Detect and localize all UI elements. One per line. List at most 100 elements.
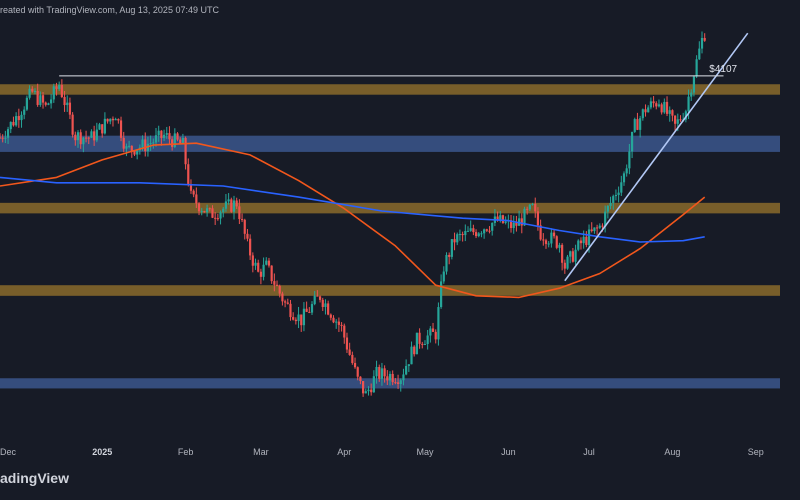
candle bbox=[20, 111, 23, 128]
candle bbox=[421, 341, 424, 349]
candle bbox=[1, 134, 4, 143]
candle bbox=[453, 232, 456, 251]
candle bbox=[367, 386, 370, 396]
x-tick-label: May bbox=[416, 447, 434, 457]
candle bbox=[351, 351, 354, 365]
candle bbox=[74, 131, 77, 146]
candle bbox=[310, 301, 314, 315]
candle bbox=[348, 342, 351, 356]
candle bbox=[660, 102, 663, 115]
x-tick-label: Aug bbox=[664, 447, 680, 457]
candle bbox=[657, 99, 661, 108]
candle bbox=[547, 241, 550, 248]
candle bbox=[187, 158, 190, 187]
candle bbox=[9, 121, 12, 134]
candle bbox=[668, 106, 671, 122]
candle bbox=[267, 257, 271, 268]
candle bbox=[335, 319, 338, 329]
candle bbox=[426, 329, 429, 350]
candle bbox=[423, 340, 427, 346]
candle bbox=[15, 112, 18, 127]
candle bbox=[604, 205, 607, 233]
candle bbox=[461, 231, 464, 242]
candle bbox=[6, 126, 10, 144]
candle bbox=[617, 186, 620, 203]
candle bbox=[375, 360, 378, 384]
candle bbox=[391, 370, 394, 386]
candle bbox=[566, 254, 569, 270]
candle bbox=[93, 125, 96, 146]
candle bbox=[76, 130, 80, 148]
support-zone bbox=[0, 135, 780, 152]
candle bbox=[211, 205, 214, 219]
candle bbox=[542, 233, 545, 246]
candle bbox=[162, 129, 166, 142]
candle bbox=[152, 138, 155, 149]
candle bbox=[552, 229, 556, 239]
candle bbox=[281, 291, 284, 306]
candle bbox=[251, 252, 254, 273]
candle bbox=[23, 106, 26, 120]
candle bbox=[259, 268, 262, 285]
candle bbox=[109, 118, 112, 125]
candle bbox=[316, 290, 319, 297]
candles-layer bbox=[0, 31, 706, 397]
candle bbox=[622, 171, 626, 186]
candle bbox=[402, 368, 405, 386]
candle bbox=[90, 129, 93, 138]
candle bbox=[278, 284, 281, 298]
candle bbox=[243, 218, 246, 240]
candle bbox=[246, 229, 249, 242]
candle bbox=[649, 97, 652, 110]
candle bbox=[679, 115, 682, 122]
candle bbox=[571, 247, 574, 263]
candle bbox=[388, 371, 392, 386]
candle bbox=[472, 224, 475, 236]
candle bbox=[405, 359, 408, 376]
candle bbox=[386, 370, 389, 385]
candle bbox=[359, 376, 362, 385]
candle bbox=[206, 204, 209, 217]
resistance-zone bbox=[0, 285, 780, 296]
candle bbox=[238, 199, 241, 224]
candle bbox=[265, 257, 268, 266]
candle bbox=[254, 258, 257, 270]
x-tick-label: Dec bbox=[0, 447, 17, 457]
candle bbox=[308, 307, 311, 314]
candle bbox=[63, 90, 66, 112]
candle bbox=[474, 229, 478, 239]
candle bbox=[362, 381, 365, 397]
candle bbox=[413, 345, 416, 357]
candle bbox=[606, 204, 609, 219]
candle bbox=[491, 222, 494, 236]
candle bbox=[44, 101, 47, 107]
candle bbox=[563, 259, 566, 274]
candle bbox=[176, 132, 179, 142]
candle bbox=[119, 116, 123, 142]
candle bbox=[663, 98, 666, 114]
candle bbox=[284, 299, 287, 308]
candle bbox=[168, 126, 171, 146]
candle bbox=[440, 274, 443, 309]
x-tick-label: Feb bbox=[178, 447, 194, 457]
candle bbox=[703, 33, 706, 42]
candle bbox=[324, 299, 327, 315]
candle bbox=[644, 104, 647, 117]
candle bbox=[550, 228, 553, 248]
candle bbox=[466, 226, 470, 232]
candle bbox=[370, 383, 373, 396]
candle bbox=[636, 112, 639, 131]
candle bbox=[456, 232, 459, 246]
candle bbox=[294, 317, 297, 325]
candle bbox=[488, 226, 491, 234]
candle bbox=[372, 370, 375, 393]
candle bbox=[111, 116, 115, 127]
candle bbox=[577, 239, 580, 252]
candle bbox=[189, 179, 193, 194]
candle bbox=[480, 231, 483, 238]
candle bbox=[122, 131, 125, 153]
candle bbox=[157, 125, 160, 142]
candle bbox=[79, 129, 82, 149]
candle bbox=[114, 117, 117, 121]
